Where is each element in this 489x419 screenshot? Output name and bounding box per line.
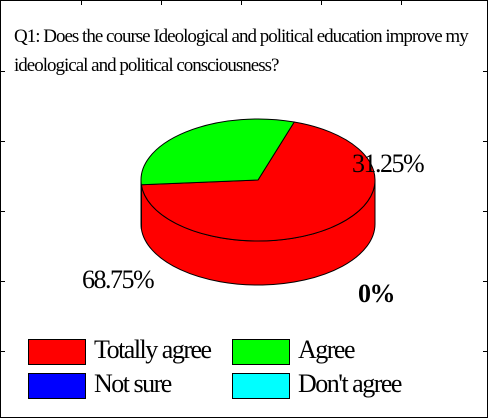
legend-label-totally-agree: Totally agree [94,335,212,364]
data-label-totally-agree: 68.75% [82,265,154,294]
data-label-agree: 31.25% [352,149,424,178]
data-label-don-t-agree: 0% [358,279,394,308]
legend-label-don-t-agree: Don't agree [298,369,402,398]
legend-swatch-totally-agree [28,339,86,365]
pie-slice-totally-agree [140,121,376,242]
pie-slice-agree [140,118,296,186]
chart-title: Q1: Does the course Ideological and poli… [14,26,469,76]
legend-swatch-not-sure [28,373,86,399]
legend-swatch-agree [232,339,290,365]
legend-swatch-don-t-agree [232,373,290,399]
legend-label-not-sure: Not sure [94,369,172,398]
legend-label-agree: Agree [298,335,356,364]
